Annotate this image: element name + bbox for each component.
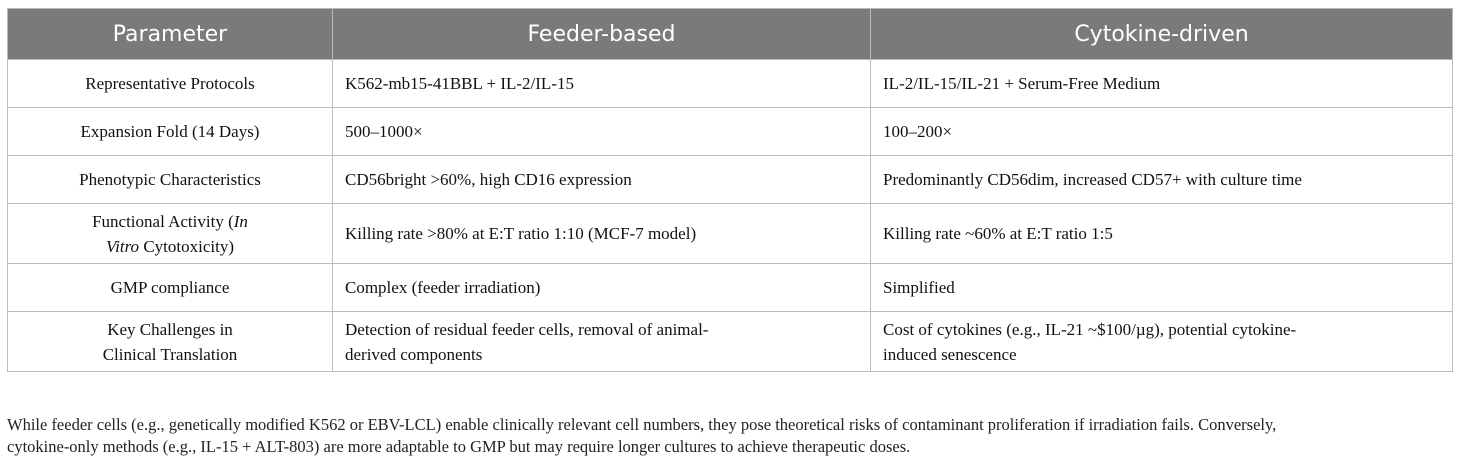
row-parameter: Expansion Fold (14 Days) <box>7 107 333 156</box>
comparison-table-container: Parameter Feeder-based Cytokine-driven R… <box>7 8 1453 372</box>
row-cytokine-value: Cost of cytokines (e.g., IL-21 ~$100/µg)… <box>870 311 1453 372</box>
row-parameter: Functional Activity (In Vitro Cytotoxicit… <box>7 203 333 264</box>
row-parameter: Representative Protocols <box>7 59 333 108</box>
comparison-table: Parameter Feeder-based Cytokine-driven R… <box>7 8 1453 372</box>
row-cytokine-value: Killing rate ~60% at E:T ratio 1:5 <box>870 203 1453 264</box>
row-cytokine-value: Simplified <box>870 263 1453 312</box>
footnote-line2: cytokine-only methods (e.g., IL-15 + ALT… <box>7 437 911 456</box>
row-cytokine-value: Predominantly CD56dim, increased CD57+ w… <box>870 155 1453 204</box>
table-row: Key Challenges in Clinical Translation De… <box>7 311 1453 372</box>
row-cytokine-value: IL-2/IL-15/IL-21 + Serum-Free Medium <box>870 59 1453 108</box>
feeder-line2: derived components <box>345 344 483 364</box>
feeder-line1: Detection of residual feeder cells, remo… <box>345 319 709 339</box>
row-parameter: Key Challenges in Clinical Translation <box>7 311 333 372</box>
table-row: Phenotypic Characteristics CD56bright >6… <box>7 155 1453 204</box>
header-cytokine-driven: Cytokine-driven <box>870 8 1453 60</box>
row-parameter: Phenotypic Characteristics <box>7 155 333 204</box>
header-feeder-based: Feeder-based <box>332 8 871 60</box>
table-row: Representative Protocols K562-mb15-41BBL… <box>7 59 1453 108</box>
header-parameter: Parameter <box>7 8 333 60</box>
table-footnote: While feeder cells (e.g., genetically mo… <box>7 414 1452 458</box>
table-row: Functional Activity (In Vitro Cytotoxicit… <box>7 203 1453 264</box>
cytokine-line1: Cost of cytokines (e.g., IL-21 ~$100/µg)… <box>883 319 1297 339</box>
row-cytokine-value: 100–200× <box>870 107 1453 156</box>
param-text-italic-vitro: Vitro <box>106 236 140 256</box>
row-feeder-value: Killing rate >80% at E:T ratio 1:10 (MCF… <box>332 203 871 264</box>
row-feeder-value: K562-mb15-41BBL + IL-2/IL-15 <box>332 59 871 108</box>
param-text-italic-in: In <box>233 211 248 231</box>
row-feeder-value: Complex (feeder irradiation) <box>332 263 871 312</box>
param-text-pre: Functional Activity ( <box>92 211 234 231</box>
param-line2: Clinical Translation <box>102 344 238 364</box>
table-row: GMP compliance Complex (feeder irradiati… <box>7 263 1453 312</box>
header-row: Parameter Feeder-based Cytokine-driven <box>7 8 1453 60</box>
param-text-post: Cytotoxicity) <box>139 236 234 256</box>
row-feeder-value: 500–1000× <box>332 107 871 156</box>
cytokine-line2: induced senescence <box>883 344 1017 364</box>
table-row: Expansion Fold (14 Days) 500–1000× 100–2… <box>7 107 1453 156</box>
row-feeder-value: Detection of residual feeder cells, remo… <box>332 311 871 372</box>
param-line1: Key Challenges in <box>107 319 233 339</box>
row-feeder-value: CD56bright >60%, high CD16 expression <box>332 155 871 204</box>
row-parameter: GMP compliance <box>7 263 333 312</box>
footnote-line1: While feeder cells (e.g., genetically mo… <box>7 415 1277 434</box>
